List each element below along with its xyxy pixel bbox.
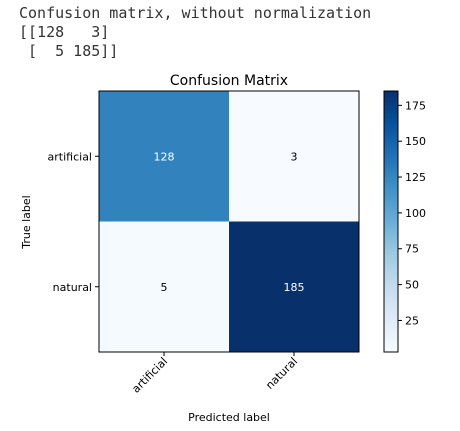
- heatmap-cell: [99, 221, 229, 352]
- cell-value-label: 185: [284, 281, 305, 294]
- plot-frame: [98, 90, 360, 353]
- y-tick-label: artificial: [48, 150, 92, 163]
- heatmap-cell: [229, 91, 359, 222]
- colorbar-tick-label: 150: [405, 135, 426, 148]
- console-line-3: [ 5 185]]: [19, 42, 119, 60]
- console-line-2: [[128 3]: [19, 23, 110, 41]
- y-axis-label: True label: [20, 195, 33, 249]
- cell-value-label: 5: [161, 281, 168, 294]
- x-tick-label: natural: [263, 355, 300, 392]
- colorbar-tick-label: 25: [405, 314, 419, 327]
- console-output: Confusion matrix, without normalization[…: [19, 4, 371, 61]
- cell-value-label: 3: [291, 150, 298, 163]
- heatmap-cell: [99, 91, 229, 222]
- colorbar-tick-label: 50: [405, 279, 419, 292]
- x-tick-label: artificial: [129, 355, 170, 396]
- y-tick-label: natural: [53, 281, 92, 294]
- heatmap-cell: [229, 221, 359, 352]
- cell-value-label: 128: [154, 150, 175, 163]
- x-axis-label: Predicted label: [188, 411, 270, 424]
- colorbar: [383, 90, 399, 353]
- chart-title: Confusion Matrix: [170, 73, 288, 89]
- colorbar-tick-label: 175: [405, 99, 426, 112]
- console-line-1: Confusion matrix, without normalization: [19, 4, 372, 22]
- colorbar-tick-label: 100: [405, 207, 426, 220]
- colorbar-tick-label: 75: [405, 243, 419, 256]
- colorbar-tick-label: 125: [405, 171, 426, 184]
